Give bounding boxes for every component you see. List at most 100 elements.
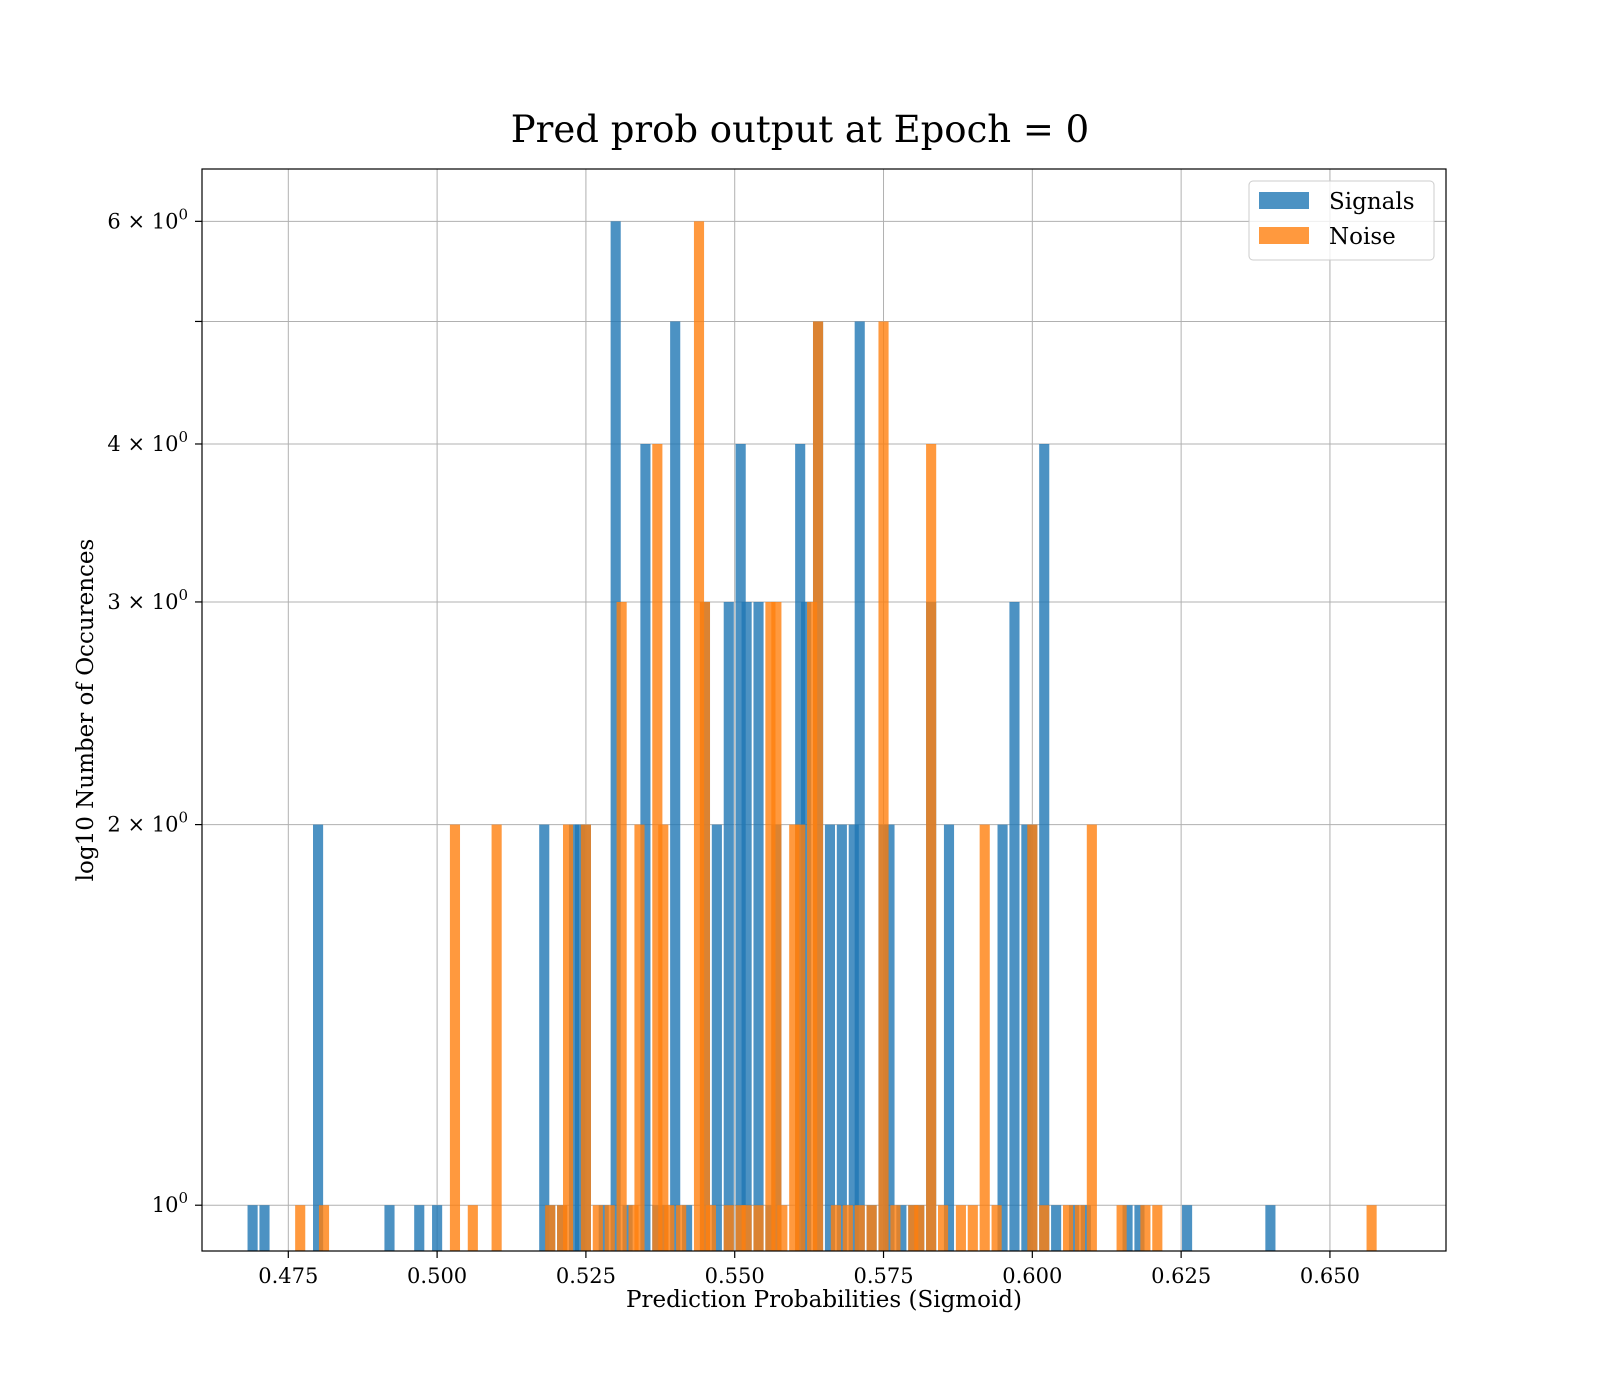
noise-bar bbox=[699, 601, 711, 1251]
noise-bar bbox=[557, 1205, 568, 1251]
noise-bar bbox=[1062, 1205, 1074, 1251]
signals-bar bbox=[1134, 1205, 1145, 1251]
signals-bar bbox=[682, 1205, 693, 1251]
noise-bar bbox=[295, 1205, 306, 1251]
noise-bar bbox=[866, 1205, 877, 1251]
noise-bar bbox=[723, 1205, 734, 1251]
legend-label-noise: Noise bbox=[1329, 224, 1396, 250]
signals-bar bbox=[723, 601, 734, 1251]
x-tick-label: 0.500 bbox=[407, 1264, 467, 1288]
noise-bar bbox=[735, 1205, 746, 1251]
signals-bar bbox=[741, 601, 752, 1251]
signals-bar bbox=[884, 824, 895, 1251]
noise-bar bbox=[604, 1205, 615, 1251]
noise-bar bbox=[664, 1205, 675, 1251]
noise-bar bbox=[789, 824, 800, 1251]
y-axis-ticks: 100 2 × 100 3 × 100 4 × 100 6 × 100 bbox=[107, 205, 202, 1217]
axes-frame bbox=[201, 168, 1447, 1252]
signals-bar bbox=[1009, 601, 1020, 1251]
signals-bar bbox=[1021, 824, 1032, 1251]
noise-bar bbox=[652, 443, 663, 1251]
signals-bar bbox=[1039, 443, 1050, 1251]
signals-bar bbox=[854, 321, 865, 1251]
x-tick-label: 0.550 bbox=[705, 1264, 765, 1288]
signals-bar bbox=[1068, 1205, 1080, 1251]
signals-bar bbox=[247, 1205, 258, 1251]
signals-bar bbox=[414, 1205, 425, 1251]
chart-title: Pred prob output at Epoch = 0 bbox=[511, 108, 1089, 151]
noise-bar bbox=[771, 601, 782, 1251]
legend: Signals Noise bbox=[1248, 180, 1435, 261]
noise-bar bbox=[467, 1205, 478, 1251]
noise-bar bbox=[1152, 1205, 1163, 1251]
signals-bar bbox=[753, 601, 764, 1251]
noise-bar bbox=[926, 443, 937, 1251]
noise-bar bbox=[890, 1205, 901, 1251]
y-tick-label: 2 × 100 bbox=[107, 809, 188, 837]
signals-bar bbox=[610, 221, 621, 1251]
plot-area bbox=[201, 168, 1447, 1252]
noise-bar bbox=[1116, 1205, 1127, 1251]
signals-bar bbox=[384, 1205, 395, 1251]
noise-bar bbox=[914, 1205, 925, 1251]
noise-bar bbox=[676, 1205, 687, 1251]
signals-bar bbox=[259, 1205, 270, 1251]
noise-bar bbox=[705, 1205, 716, 1251]
noise-bar bbox=[765, 601, 776, 1251]
x-tick-label: 0.525 bbox=[556, 1264, 616, 1288]
noise-bar bbox=[807, 601, 818, 1251]
noise-bar bbox=[1086, 824, 1097, 1251]
noise-bar bbox=[955, 1205, 966, 1251]
legend-label-signals: Signals bbox=[1329, 189, 1415, 215]
signals-bar bbox=[574, 824, 586, 1251]
noise-bars bbox=[295, 221, 1377, 1251]
x-tick-label: 0.625 bbox=[1151, 1264, 1211, 1288]
noise-bar bbox=[562, 824, 574, 1251]
noise-bar bbox=[545, 1205, 556, 1251]
noise-bar bbox=[830, 1205, 841, 1251]
noise-bar bbox=[854, 1205, 865, 1251]
noise-bar bbox=[795, 824, 806, 1251]
signals-bar bbox=[1080, 1205, 1091, 1251]
legend-swatch-signals bbox=[1259, 192, 1309, 209]
x-tick-label: 0.575 bbox=[853, 1264, 913, 1288]
y-axis-label: log10 Number of Occurences bbox=[73, 539, 99, 882]
x-tick-label: 0.600 bbox=[1002, 1264, 1062, 1288]
x-tick-label: 0.475 bbox=[258, 1264, 318, 1288]
signals-bar bbox=[432, 1205, 443, 1251]
legend-swatch-noise bbox=[1259, 227, 1309, 244]
noise-bar bbox=[1027, 824, 1038, 1251]
noise-bar bbox=[937, 1205, 949, 1251]
signals-bar bbox=[848, 824, 859, 1251]
noise-bar bbox=[753, 1205, 764, 1251]
noise-bar bbox=[318, 1205, 330, 1251]
noise-bar bbox=[1039, 1205, 1050, 1251]
signals-bar bbox=[997, 824, 1008, 1251]
signals-bar bbox=[943, 824, 955, 1251]
signals-bar bbox=[1265, 1205, 1276, 1251]
signals-bar bbox=[1051, 1205, 1062, 1251]
noise-bar bbox=[777, 1205, 788, 1251]
y-tick-label: 100 bbox=[152, 1189, 188, 1217]
signals-bar bbox=[896, 1205, 907, 1251]
noise-bar bbox=[1366, 1205, 1377, 1251]
noise-bar bbox=[991, 1205, 1002, 1251]
signals-bar bbox=[670, 321, 681, 1251]
noise-bar bbox=[634, 824, 645, 1251]
noise-bar bbox=[979, 824, 990, 1251]
signals-bar bbox=[836, 824, 847, 1251]
noise-bar bbox=[491, 824, 502, 1251]
signals-bar bbox=[539, 824, 550, 1251]
noise-bar bbox=[592, 1205, 603, 1251]
signals-bar bbox=[622, 1205, 633, 1251]
y-tick-label: 4 × 100 bbox=[107, 428, 188, 456]
signals-bar bbox=[313, 824, 324, 1251]
x-axis-label: Prediction Probabilities (Sigmoid) bbox=[626, 1287, 1022, 1313]
noise-bar bbox=[878, 321, 889, 1251]
x-tick-label: 0.650 bbox=[1300, 1264, 1360, 1288]
signals-bar bbox=[640, 443, 651, 1251]
noise-bar bbox=[812, 321, 824, 1251]
signals-bar bbox=[1182, 1205, 1193, 1251]
signals-bar bbox=[801, 601, 812, 1251]
